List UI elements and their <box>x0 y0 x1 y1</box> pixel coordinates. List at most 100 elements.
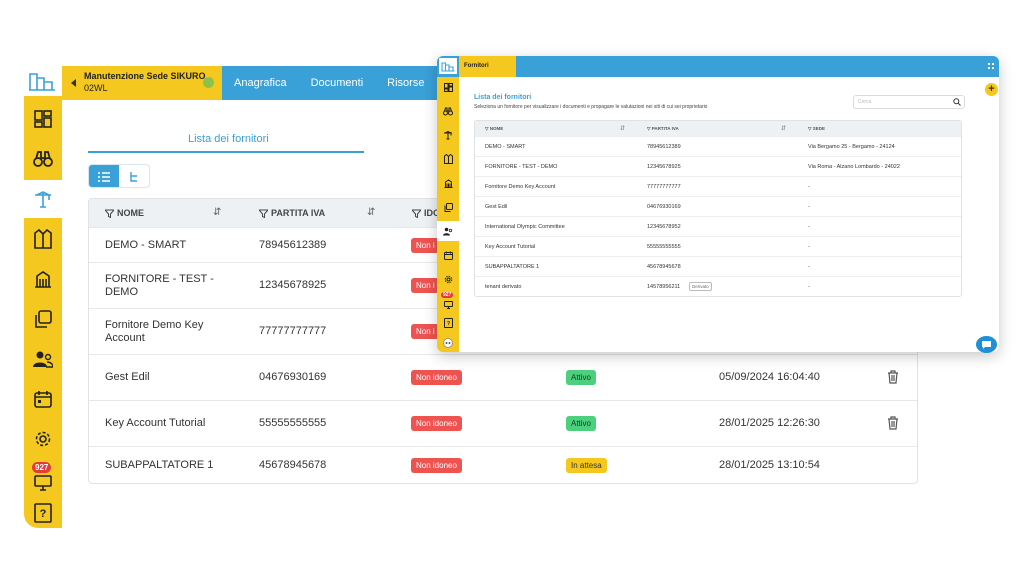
table-row[interactable]: DEMO - SMART 78945612389 Via Bergamo 25 … <box>475 136 961 156</box>
sidebar-item-companies[interactable] <box>437 173 459 193</box>
sidebar-item-workers[interactable] <box>24 220 62 258</box>
suppliers-window: Fornitori <box>437 56 999 352</box>
grid-menu-icon[interactable] <box>988 63 994 69</box>
table-row[interactable]: FORNITORE - TEST - DEMO 12345678925 Via … <box>475 156 961 176</box>
table-row[interactable]: Gest Edil 04676930169 - <box>475 196 961 216</box>
table-row[interactable]: Fornitore Demo Key Account 77777777777 - <box>475 176 961 196</box>
sidebar-item-dashboard[interactable] <box>24 100 62 138</box>
table-row[interactable]: tenant derivato 14578956211 Derivato - <box>475 276 961 296</box>
gear-icon <box>35 431 51 447</box>
crane-icon <box>444 130 452 140</box>
state-badge: In attesa <box>566 458 607 473</box>
sidebar-item-monitoring[interactable] <box>24 140 62 178</box>
notification-badge: 927 <box>32 462 52 473</box>
sidebar-item-calendar[interactable] <box>24 380 62 418</box>
calendar-icon <box>443 251 453 260</box>
column-header-sede[interactable]: ▽ SEDE <box>808 126 825 131</box>
add-button[interactable]: + <box>985 83 998 96</box>
column-header-idoneita[interactable]: IDO <box>412 208 440 218</box>
assistant-icon <box>443 338 453 348</box>
sidebar-item-notifications[interactable]: 927 <box>437 291 459 311</box>
sidebar-item-help[interactable]: ? <box>24 494 62 532</box>
search-icon <box>953 98 961 106</box>
tab-documenti[interactable]: Documenti <box>310 77 364 89</box>
sidebar-item-settings[interactable] <box>437 269 459 289</box>
table-row[interactable]: Gest Edil 04676930169 Non idoneo Attivo … <box>89 354 917 400</box>
table-header: ▽ NOME ⇵ ▽ PARTITA IVA ⇵ ▽ SEDE <box>475 121 961 136</box>
supplier-name: FORNITORE - TEST - DEMO <box>485 164 558 170</box>
filter-icon <box>412 209 421 218</box>
window-title: Fornitori <box>459 56 516 77</box>
table-row[interactable]: SUBAPPALTATORE 1 45678945678 - <box>475 256 961 276</box>
sidebar-item-documents[interactable] <box>437 197 459 217</box>
supplier-name: Key Account Tutorial <box>105 417 206 429</box>
status-badge: Non idoneo <box>411 458 462 473</box>
sidebar-item-chat-bot[interactable] <box>437 333 459 352</box>
app-logo-icon <box>29 73 55 91</box>
svg-text:?: ? <box>446 321 450 327</box>
supplier-vat: 45678945678 <box>259 459 327 471</box>
main-tabs: Anagrafica Documenti Risorse <box>222 66 436 100</box>
supplier-name: Gest Edil <box>485 204 508 210</box>
status-badge: Non i <box>411 278 440 293</box>
supplier-name: tenant derivato <box>485 284 522 290</box>
status-badge: Non idoneo <box>411 370 462 385</box>
column-header-nome[interactable]: NOME <box>105 208 144 218</box>
window-top-bar <box>437 56 999 77</box>
tree-view-button[interactable] <box>119 165 149 187</box>
sidebar-item-users[interactable] <box>24 340 62 378</box>
column-header-partita-iva[interactable]: ▽ PARTITA IVA <box>647 126 679 131</box>
list-view-button[interactable] <box>89 165 119 187</box>
sidebar-item-notifications[interactable]: 927 <box>24 460 62 498</box>
sidebar-item-settings[interactable] <box>24 420 62 458</box>
trash-icon[interactable] <box>887 370 899 384</box>
sidebar-item-workers[interactable] <box>437 149 459 169</box>
sidebar-item-companies[interactable] <box>24 260 62 298</box>
documents-icon <box>35 310 52 328</box>
sort-icon[interactable]: ⇵ <box>781 126 787 132</box>
table-row[interactable]: Key Account Tutorial 55555555555 - <box>475 236 961 256</box>
supplier-vat: 77777777777 <box>259 325 327 337</box>
supplier-vat: 55555555555 <box>259 417 327 429</box>
site-code: 02WL <box>84 83 108 93</box>
supplier-vat: 45678945678 <box>647 264 681 270</box>
sidebar-item-documents[interactable] <box>24 300 62 338</box>
column-header-partita-iva[interactable]: PARTITA IVA <box>259 208 325 218</box>
calendar-icon <box>34 391 52 408</box>
table-row[interactable]: Key Account Tutorial 55555555555 Non ido… <box>89 400 917 446</box>
sort-icon[interactable]: ⇵ <box>213 207 222 218</box>
derived-tag: Derivato <box>689 282 712 291</box>
table-row[interactable]: International Olympic Committee 12345678… <box>475 216 961 236</box>
search-input[interactable]: Cerca <box>853 95 965 109</box>
supplier-address: - <box>808 224 810 230</box>
trash-icon[interactable] <box>887 416 899 430</box>
sidebar-item-monitoring[interactable] <box>437 101 459 121</box>
column-label-partita-iva: PARTITA IVA <box>651 126 679 131</box>
supplier-name: DEMO - SMART <box>105 239 187 251</box>
column-header-nome[interactable]: ▽ NOME <box>485 126 504 131</box>
sidebar-item-calendar[interactable] <box>437 245 459 265</box>
sidebar-item-users[interactable] <box>437 221 459 241</box>
sort-icon[interactable]: ⇵ <box>620 126 626 132</box>
sort-icon[interactable]: ⇵ <box>367 207 376 218</box>
supplier-name: SUBAPPALTATORE 1 <box>105 459 214 471</box>
sidebar-item-help[interactable]: ? <box>437 313 459 333</box>
list-description: Seleziona un fornitore per visualizzare … <box>474 104 708 110</box>
supplier-vat: 04676930169 <box>647 204 681 210</box>
tab-anagrafica[interactable]: Anagrafica <box>234 77 287 89</box>
app-logo-icon <box>441 61 455 72</box>
site-name: Manutenzione Sede SIKURO <box>84 71 206 81</box>
supplier-address: - <box>808 264 810 270</box>
users-icon <box>443 227 453 235</box>
sidebar-item-dashboard[interactable] <box>437 77 459 97</box>
chat-button[interactable] <box>976 336 997 353</box>
search-placeholder: Cerca <box>858 99 872 105</box>
tab-risorse[interactable]: Risorse <box>387 77 425 89</box>
site-selector[interactable]: Manutenzione Sede SIKURO 02WL <box>62 66 222 100</box>
sidebar-item-suppliers[interactable] <box>437 125 459 145</box>
gear-icon <box>444 275 452 283</box>
sidebar-item-suppliers[interactable] <box>24 180 62 218</box>
last-update: 05/09/2024 16:04:40 <box>719 371 820 383</box>
table-row[interactable]: SUBAPPALTATORE 1 45678945678 Non idoneo … <box>89 446 917 483</box>
